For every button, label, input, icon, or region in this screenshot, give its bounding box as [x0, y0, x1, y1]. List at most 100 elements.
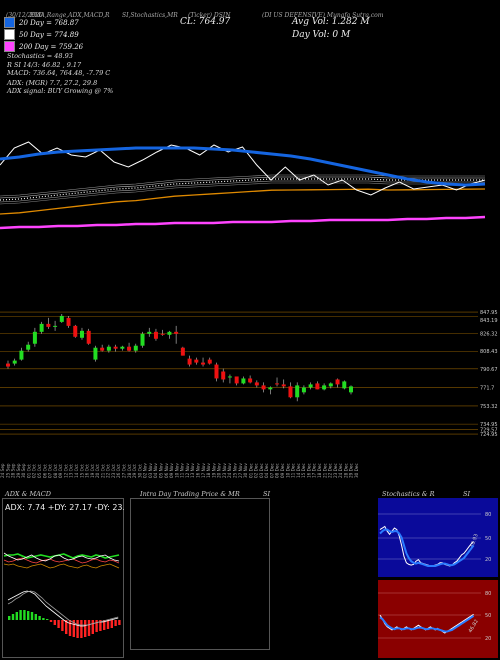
macd-histogram-bar	[34, 614, 37, 620]
intraday-panel	[130, 498, 270, 650]
date-tick-label: 11 Dec	[291, 463, 296, 478]
macd-histogram-bar	[84, 620, 87, 637]
adx-line	[3, 552, 120, 562]
candle-body	[207, 359, 212, 364]
macd-histogram-bar	[61, 620, 64, 631]
date-tick-label: 30 Oct	[137, 464, 142, 478]
candle-body	[59, 315, 64, 322]
legend-ema200-label: 200 Day = 759.26	[19, 42, 84, 51]
date-tick-label: 15 Oct	[79, 464, 84, 478]
date-tick-label: 29 Sep	[16, 463, 21, 478]
date-tick-label: 06 Oct	[42, 464, 47, 478]
date-tick-label: 14 Oct	[74, 464, 79, 478]
date-tick-label: 26 Oct	[116, 464, 121, 478]
date-tick-label: 20 Oct	[95, 464, 100, 478]
macd-histogram-bar	[99, 620, 102, 631]
date-tick-label: 07 Oct	[48, 464, 53, 478]
date-tick-label: 22 Dec	[328, 463, 333, 478]
macd-histogram-bar	[19, 610, 22, 620]
date-tick-label: 12 Oct	[63, 464, 68, 478]
ema-band-line	[0, 174, 485, 197]
date-tick-label: 16 Dec	[306, 463, 311, 478]
date-tick-label: 04 Nov	[153, 463, 158, 478]
date-tick-label: 19 Nov	[211, 463, 216, 478]
date-tick-label: 27 Oct	[122, 464, 127, 478]
date-tick-label: 28 Sep	[11, 463, 16, 478]
stoch-panel-si: SI	[463, 490, 471, 498]
macd-histogram-bar	[91, 620, 94, 634]
date-tick-label: 23 Dec	[333, 463, 338, 478]
date-tick-label: 29 Oct	[132, 464, 137, 478]
candle-body	[227, 376, 232, 378]
stoch-tick-50: 50	[485, 536, 491, 542]
date-tick-label: 19 Oct	[90, 464, 95, 478]
macd-histogram-bar	[42, 618, 45, 620]
date-tick-label: 18 Nov	[206, 463, 211, 478]
date-tick-label: 12 Nov	[185, 463, 190, 478]
candle-body	[201, 362, 206, 365]
candle-body	[39, 323, 44, 332]
macd-histogram-bar	[68, 620, 72, 636]
intra-panel-si: SI	[263, 490, 271, 498]
ema-band-line	[0, 178, 485, 201]
candle-body	[100, 347, 105, 351]
macd-histogram-bar	[118, 620, 121, 625]
legend-ema200: 200 Day = 759.26	[4, 41, 83, 52]
price-tick-label: 847.95	[480, 310, 498, 316]
date-tick-label: 20 Nov	[217, 463, 222, 478]
macd-histogram-bar	[87, 620, 91, 636]
candle-body	[79, 330, 84, 338]
macd-histogram-bar	[53, 620, 56, 625]
candle-body	[335, 379, 340, 385]
date-tick-label: 30 Nov	[243, 463, 248, 478]
candle-body	[140, 333, 145, 346]
candle-body	[248, 378, 253, 383]
adx-values-label: ADX: 7.74 +DY: 27.17 -DY: 23.27	[5, 503, 124, 512]
candle-body	[349, 386, 353, 393]
macd-histogram-bar	[57, 620, 60, 628]
date-tick-label: 02 Dec	[254, 463, 259, 478]
candle-body	[160, 333, 165, 335]
candle-body	[295, 385, 300, 398]
rsi-tick-50: 50	[485, 613, 491, 619]
ema-band-line	[0, 182, 485, 205]
date-tick-label: 25 Sep	[5, 463, 10, 478]
date-tick-label: 10 Nov	[174, 463, 179, 478]
date-tick-label: 01 Oct	[26, 464, 31, 478]
date-tick-label: 04 Dec	[264, 463, 269, 478]
adx-line	[3, 553, 120, 559]
date-tick-label: 06 Nov	[164, 463, 169, 478]
rsi-stat: R SI 14/3: 46.82 , 9.17	[7, 61, 82, 69]
price-tick-label: 843.19	[480, 318, 498, 324]
legend-ema50: 50 Day = 774.89	[4, 29, 79, 40]
date-tick-label: 02 Oct	[32, 464, 37, 478]
date-tick-label: 25 Nov	[232, 463, 237, 478]
date-tick-label: 09 Nov	[169, 463, 174, 478]
date-tick-label: 05 Oct	[37, 464, 42, 478]
price-tick-label: 790.67	[480, 367, 498, 373]
candle-body	[153, 331, 158, 339]
macd-histogram-bar	[38, 616, 41, 620]
macd-histogram-bar	[27, 611, 30, 620]
date-tick-label: 24 Nov	[227, 463, 232, 478]
adx-panel-title: ADX & MACD	[5, 490, 51, 498]
stoch-tick-80: 80	[485, 512, 491, 518]
ema-chart	[0, 141, 486, 230]
date-tick-label: 16 Nov	[195, 463, 200, 478]
date-tick-label: 08 Dec	[275, 463, 280, 478]
date-tick-label: 17 Nov	[201, 463, 206, 478]
macd-histogram-bar	[76, 620, 79, 638]
candle-body	[12, 360, 17, 364]
rsi-tick-20: 20	[485, 636, 491, 642]
candle-body	[73, 325, 78, 337]
candle-body	[106, 346, 111, 351]
date-tick-label: 21 Oct	[100, 464, 105, 478]
date-tick-label: 30 Dec	[354, 463, 359, 478]
price-tick-label: 826.32	[480, 331, 498, 337]
candle-body	[261, 385, 266, 390]
macd-histogram-bar	[103, 620, 106, 630]
candle-body	[322, 385, 327, 390]
macd-histogram-bar	[110, 620, 113, 628]
macd-histogram-bar	[15, 612, 18, 620]
candle-body	[167, 331, 172, 335]
